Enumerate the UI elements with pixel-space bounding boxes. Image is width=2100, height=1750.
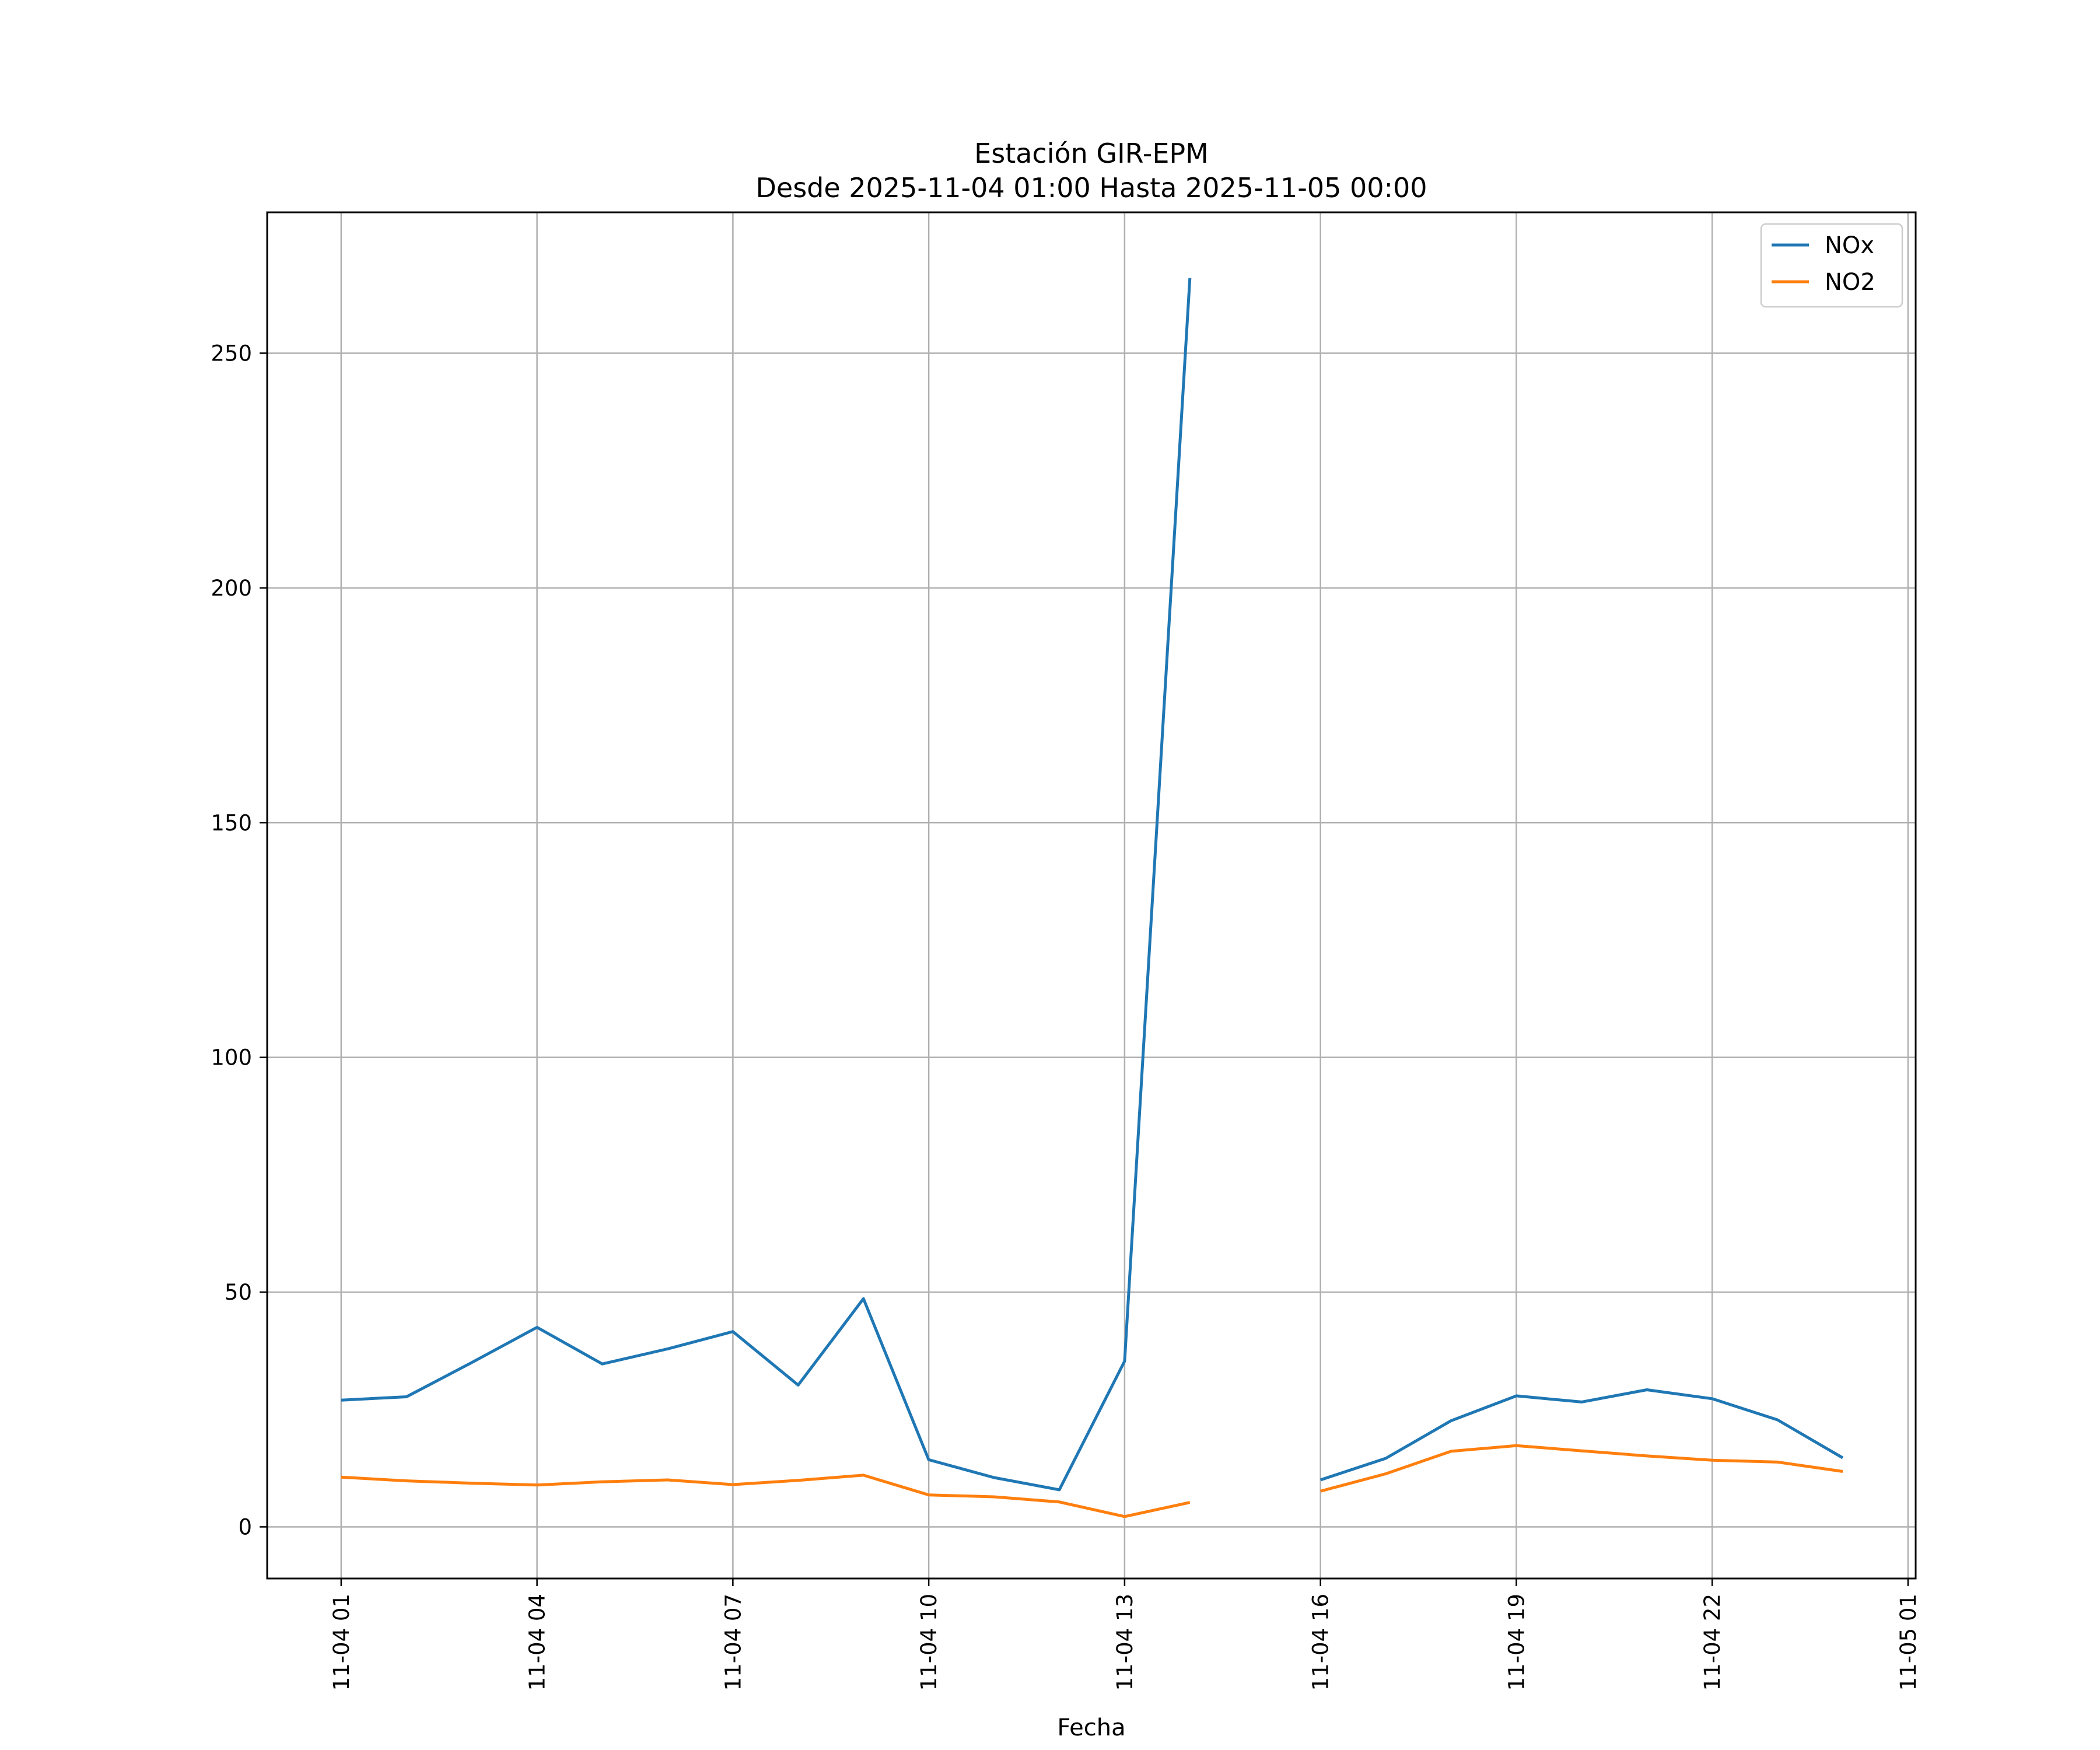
x-tick-label: 11-04 19 — [1504, 1594, 1529, 1690]
series-line-no2 — [341, 1474, 1191, 1518]
y-tick-label: 250 — [211, 341, 252, 366]
x-tick-label: 11-04 07 — [720, 1594, 746, 1690]
x-tick-label: 11-04 22 — [1700, 1594, 1725, 1690]
y-tick-label: 50 — [225, 1280, 252, 1305]
x-axis-label: Fecha — [1057, 1714, 1125, 1741]
x-tick-label: 11-04 13 — [1112, 1594, 1138, 1690]
y-tick-label: 100 — [211, 1045, 252, 1070]
legend: NOx NO2 — [1760, 223, 1903, 308]
series-line-nox — [1320, 1388, 1844, 1482]
x-tick-label: 11-04 01 — [329, 1594, 354, 1690]
chart-subtitle: Desde 2025-11-04 01:00 Hasta 2025-11-05 … — [755, 172, 1427, 204]
plot-frame — [266, 211, 1917, 1580]
chart-title: Estación GIR-EPM — [974, 138, 1209, 169]
axis-ticks: 11-04 01 11-04 04 11-04 07 11-04 10 11-04 13… — [211, 341, 1921, 1690]
series-lines — [341, 278, 1844, 1518]
grid — [267, 212, 1916, 1578]
legend-label-no2: NO2 — [1825, 269, 1875, 296]
y-tick-label: 0 — [238, 1514, 252, 1539]
y-tick-label: 200 — [211, 576, 252, 601]
x-tick-label: 11-04 16 — [1308, 1594, 1334, 1690]
x-tick-label: 11-04 04 — [525, 1594, 550, 1690]
series-line-no2 — [1320, 1444, 1843, 1493]
x-tick-label: 11-05 01 — [1896, 1594, 1921, 1690]
series-line-nox — [341, 278, 1192, 1492]
y-tick-label: 150 — [211, 810, 252, 835]
x-tick-label: 11-04 10 — [916, 1594, 942, 1690]
legend-label-nox: NOx — [1825, 232, 1874, 259]
